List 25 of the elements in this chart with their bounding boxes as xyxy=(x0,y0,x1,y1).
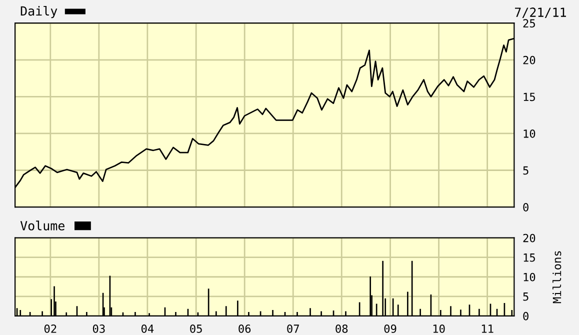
y-axis-title: Millions xyxy=(552,251,562,304)
x-tick-label: 06 xyxy=(238,324,251,333)
y-tick-label: 10 xyxy=(524,272,536,282)
x-tick-label: 04 xyxy=(141,324,154,333)
y-tick-label: 20 xyxy=(523,56,536,64)
text: 7/21/11 xyxy=(515,8,566,18)
x-tick-label: 09 xyxy=(384,324,396,333)
y-tick-label: 25 xyxy=(523,19,535,28)
y-tick-label: 0 xyxy=(523,203,528,212)
y-tick-label: 15 xyxy=(524,254,535,262)
x-tick-label: 07 xyxy=(287,324,299,333)
legend-label: Daily xyxy=(20,6,58,18)
x-tick-label: 03 xyxy=(92,324,105,333)
x-tick-label: 10 xyxy=(433,324,445,333)
x-tick-label: 11 xyxy=(482,324,494,333)
legend-label: Volume xyxy=(20,220,64,230)
y-tick-label: 0 xyxy=(523,312,528,320)
y-tick-label: 5 xyxy=(523,166,528,175)
y-tick-label: 5 xyxy=(523,292,528,301)
y-tick-label: 20 xyxy=(523,234,536,242)
y-tick-label: 15 xyxy=(524,92,535,102)
x-tick-label: 02 xyxy=(44,324,56,333)
x-tick-label: 08 xyxy=(336,324,348,333)
y-tick-label: 10 xyxy=(524,129,536,138)
x-tick-label: 05 xyxy=(190,324,202,333)
